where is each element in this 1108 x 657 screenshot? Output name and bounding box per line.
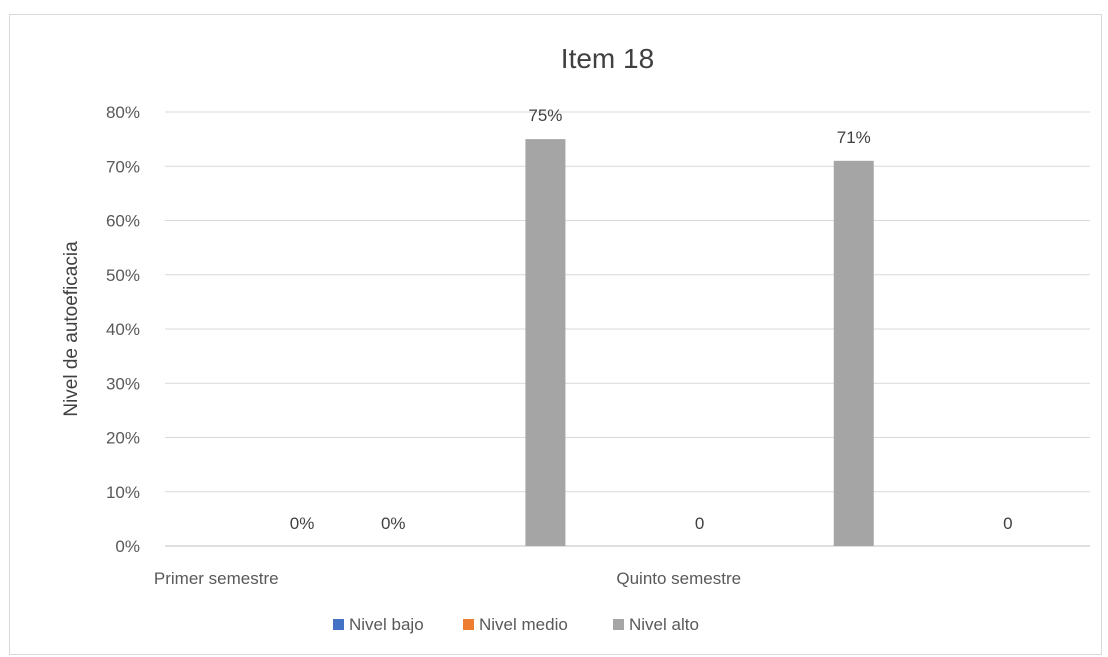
y-tick-label: 50% — [106, 266, 140, 285]
legend-label: Nivel bajo — [349, 615, 424, 634]
y-tick-label: 0% — [115, 537, 140, 556]
legend-label: Nivel alto — [629, 615, 699, 634]
data-label: 0% — [290, 514, 315, 533]
legend-swatch — [333, 619, 344, 630]
y-tick-label: 80% — [106, 103, 140, 122]
x-category-label: Primer semestre — [154, 569, 279, 588]
x-category-label: Quinto semestre — [616, 569, 741, 588]
y-tick-label: 30% — [106, 374, 140, 393]
data-label: 71% — [837, 128, 871, 147]
y-tick-label: 40% — [106, 320, 140, 339]
data-label: 0 — [695, 514, 704, 533]
bar — [525, 139, 566, 546]
legend-swatch — [613, 619, 624, 630]
data-label: 75% — [528, 106, 562, 125]
chart-title: Item 18 — [561, 43, 654, 74]
legend-swatch — [463, 619, 474, 630]
y-tick-label: 10% — [106, 483, 140, 502]
y-axis-label: Nivel de autoeficacia — [61, 241, 82, 417]
y-tick-label: 70% — [106, 157, 140, 176]
bar — [833, 160, 874, 546]
y-tick-label: 20% — [106, 429, 140, 448]
data-label: 0 — [1003, 514, 1012, 533]
legend-label: Nivel medio — [479, 615, 568, 634]
y-tick-label: 60% — [106, 212, 140, 231]
data-label: 0% — [381, 514, 406, 533]
